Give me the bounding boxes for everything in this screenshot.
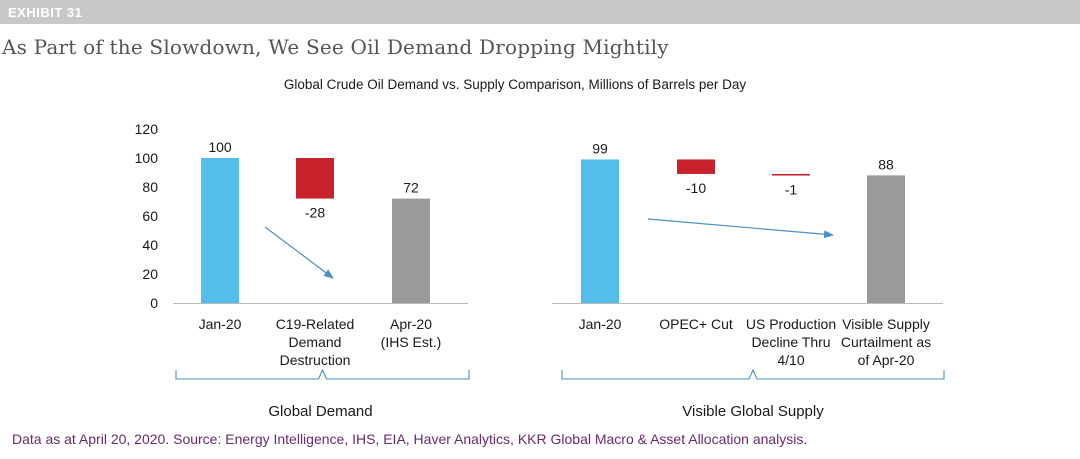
- bar-total: [581, 159, 619, 303]
- y-tick-label: 0: [150, 295, 158, 311]
- bar-change: [677, 159, 715, 174]
- bar-change: [772, 173, 810, 176]
- footnote: Data as at April 20, 2020. Source: Energ…: [12, 431, 808, 447]
- category-label: Curtailment as: [841, 334, 931, 350]
- data-label: 99: [592, 140, 608, 156]
- y-tick-label: 60: [142, 208, 158, 224]
- exhibit-header-bar: EXHIBIT 31: [0, 0, 1080, 24]
- group-bracket: [175, 368, 470, 380]
- data-label: -1: [785, 182, 798, 198]
- bar-total: [867, 175, 905, 303]
- data-label: -28: [305, 205, 325, 221]
- chart-title: Global Crude Oil Demand vs. Supply Compa…: [284, 77, 746, 92]
- group-bracket: [561, 368, 945, 380]
- category-label: (IHS Est.): [381, 334, 442, 350]
- data-label: 72: [403, 180, 419, 196]
- category-label: C19-Related: [276, 316, 355, 332]
- bar-total: [392, 198, 430, 303]
- category-label: Decline Thru: [751, 334, 830, 350]
- category-label: Jan-20: [579, 316, 622, 332]
- bar-total: [201, 158, 239, 303]
- category-label: US Production: [746, 316, 836, 332]
- data-label: 88: [878, 156, 894, 172]
- supply-trend-arrow: [647, 218, 834, 239]
- group-label: Visible Global Supply: [682, 403, 824, 420]
- category-label: OPEC+ Cut: [659, 316, 733, 332]
- y-tick-label: 120: [135, 121, 159, 137]
- y-tick-label: 20: [142, 266, 158, 282]
- category-label: Destruction: [280, 352, 351, 368]
- bar-change: [296, 158, 334, 199]
- data-label: 100: [208, 139, 232, 155]
- category-label: Jan-20: [199, 316, 242, 332]
- data-label: -10: [686, 180, 706, 196]
- group-label: Global Demand: [268, 403, 372, 420]
- waterfall-chart: Global Crude Oil Demand vs. Supply Compa…: [135, 77, 945, 420]
- category-label: 4/10: [777, 352, 804, 368]
- headline: As Part of the Slowdown, We See Oil Dema…: [2, 35, 669, 59]
- y-tick-label: 40: [142, 237, 158, 253]
- category-label: Demand: [289, 334, 342, 350]
- category-label: of Apr-20: [858, 352, 915, 368]
- y-tick-label: 80: [142, 179, 158, 195]
- exhibit-label: EXHIBIT 31: [8, 5, 83, 20]
- demand-trend-arrow: [264, 226, 334, 279]
- category-label: Apr-20: [390, 316, 432, 332]
- y-tick-label: 100: [135, 150, 159, 166]
- category-label: Visible Supply: [842, 316, 930, 332]
